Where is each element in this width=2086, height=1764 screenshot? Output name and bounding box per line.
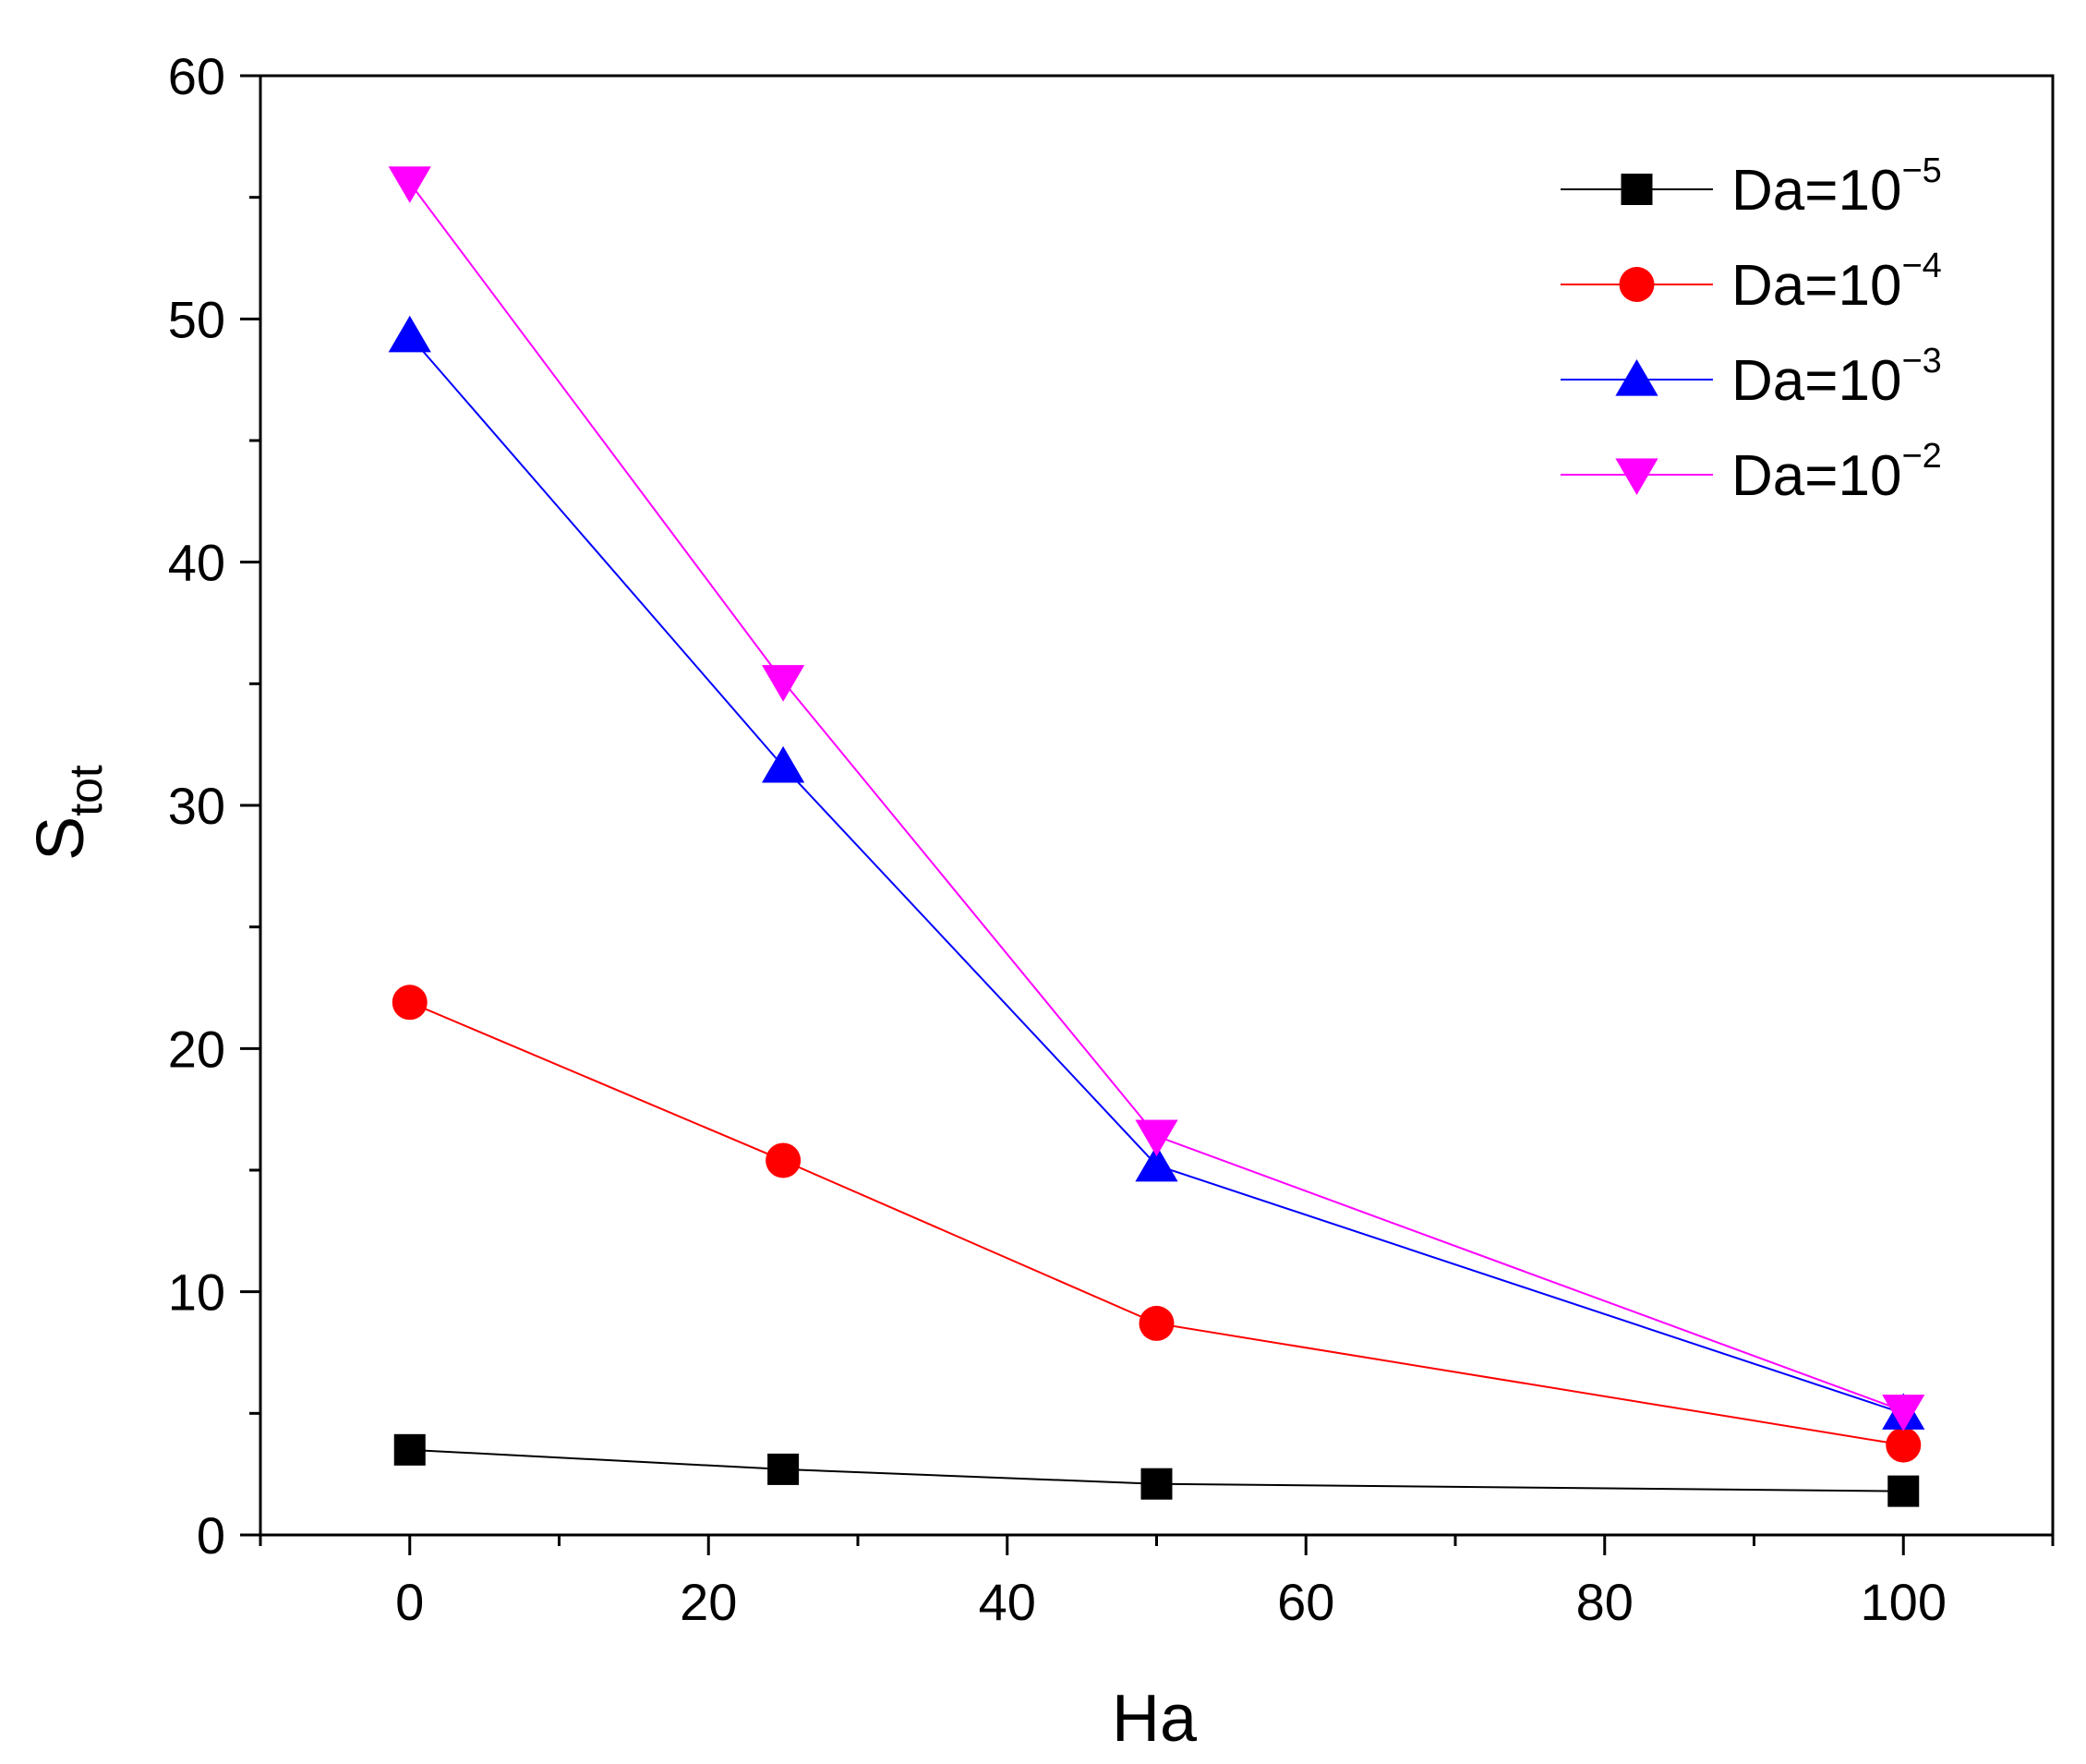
legend-label-exp: −2	[1901, 437, 1941, 476]
legend-label-base: Da=10	[1731, 254, 1901, 318]
legend-item: Da=10−5	[1561, 151, 1942, 223]
y-tick-label: 20	[168, 1020, 225, 1078]
data-point	[1882, 1395, 1925, 1432]
legend-label: Da=10−2	[1731, 437, 1942, 508]
y-tick-label: 40	[168, 534, 225, 592]
series-line	[409, 1448, 1904, 1492]
legend-marker	[1619, 267, 1655, 302]
data-point	[388, 166, 431, 203]
data-point	[388, 315, 431, 353]
series-2	[392, 985, 1922, 1463]
data-point	[766, 1142, 802, 1178]
data-point	[1139, 1305, 1175, 1341]
legend-label-exp: −3	[1901, 342, 1941, 381]
legend-label: Da=10−5	[1731, 151, 1942, 223]
legend-label-base: Da=10	[1731, 444, 1901, 508]
legend-marker	[1621, 174, 1653, 205]
legend: Da=10−5Da=10−4Da=10−3Da=10−2	[1561, 151, 1942, 508]
legend-item: Da=10−3	[1561, 342, 1942, 413]
data-point	[1135, 1144, 1178, 1182]
legend-label-base: Da=10	[1731, 349, 1901, 413]
legend-label-exp: −4	[1901, 247, 1941, 285]
y-tick-label: 30	[168, 777, 225, 835]
legend-label-base: Da=10	[1731, 159, 1901, 223]
axis-ticks	[240, 74, 2055, 1555]
data-point	[393, 1433, 426, 1466]
x-tick-label: 0	[395, 1573, 424, 1631]
legend-item: Da=10−2	[1561, 437, 1942, 508]
y-tick-label: 60	[168, 47, 225, 105]
data-point	[767, 1453, 800, 1485]
series-line	[408, 335, 1904, 1415]
legend-label: Da=10−3	[1731, 342, 1942, 413]
x-tick-label: 40	[979, 1573, 1036, 1631]
data-point	[392, 985, 428, 1021]
legend-item: Da=10−4	[1561, 247, 1942, 318]
legend-marker	[1615, 458, 1658, 495]
x-tick-label: 100	[1861, 1573, 1947, 1631]
y-tick-label: 10	[168, 1263, 225, 1322]
y-tick-label: 50	[168, 290, 225, 348]
legend-marker	[1615, 359, 1658, 396]
y-axis-title-main: S	[24, 816, 98, 861]
series-3	[388, 315, 1925, 1430]
legend-label: Da=10−4	[1731, 247, 1942, 318]
data-point	[1140, 1468, 1173, 1500]
y-axis-title-sub: tot	[60, 765, 112, 816]
data-point	[1887, 1475, 1920, 1507]
y-tick-label: 0	[197, 1506, 225, 1565]
series-1	[393, 1433, 1920, 1507]
y-axis-title: Stot	[24, 765, 112, 861]
series-4	[388, 166, 1925, 1432]
series-line	[409, 1001, 1904, 1446]
legend-label-exp: −5	[1901, 151, 1941, 190]
tick-labels: 0 20 40 60 80 100 0 10 20 30 40 50 60	[168, 47, 1947, 1631]
data-point	[1886, 1427, 1922, 1463]
data-point	[762, 745, 805, 783]
series-line	[408, 182, 1904, 1412]
x-tick-label: 60	[1277, 1573, 1334, 1631]
series-layer	[388, 166, 1925, 1507]
data-point	[762, 665, 805, 702]
x-tick-label: 20	[680, 1573, 737, 1631]
x-axis-title: Ha	[1112, 1682, 1198, 1756]
x-tick-label: 80	[1576, 1573, 1634, 1631]
data-point	[1135, 1119, 1178, 1157]
